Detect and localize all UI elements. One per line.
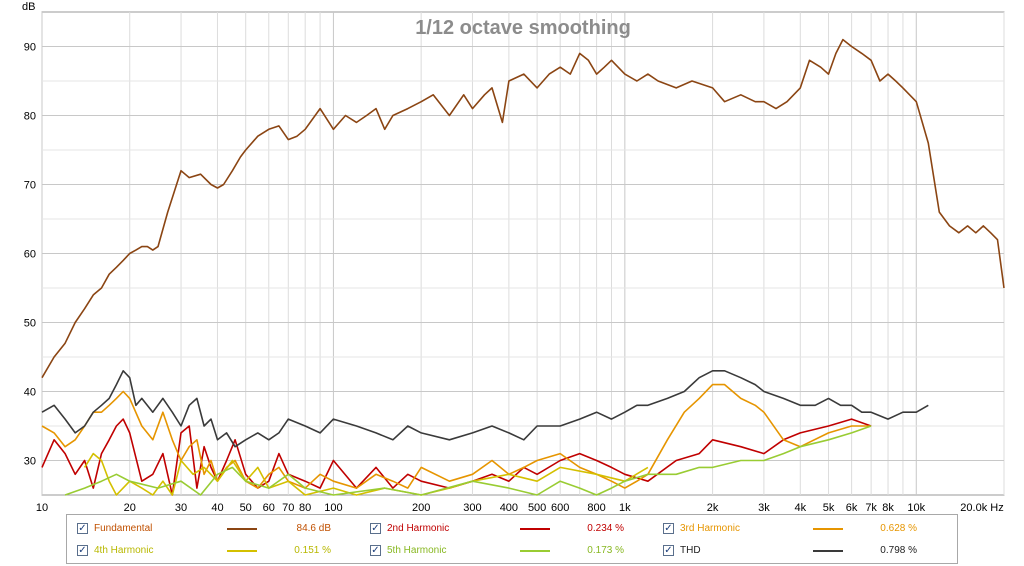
legend-value: 0.628 % xyxy=(880,523,917,534)
x-tick-label: 600 xyxy=(551,502,569,514)
legend-item-3rd-harmonic[interactable]: ✓ 3rd Harmonic 0.628 % xyxy=(663,520,933,538)
checkbox-2nd-harmonic[interactable]: ✓ xyxy=(370,523,381,534)
x-tick-label: 80 xyxy=(299,502,311,514)
checkbox-4th-harmonic[interactable]: ✓ xyxy=(77,545,88,556)
legend-label: THD xyxy=(680,545,701,556)
x-tick-label: 1k xyxy=(619,502,631,514)
chart: 30 40 50 60 70 80 90 10 20 30 40 50 60 70 80 100 200 300 4… xyxy=(22,1,1005,514)
series-line-2nd-harmonic xyxy=(41,418,872,496)
y-tick-label: 70 xyxy=(24,180,36,192)
series-line-5th-harmonic xyxy=(64,425,872,496)
x-tick-label: 3k xyxy=(758,502,770,514)
y-tick-label: 80 xyxy=(24,111,36,123)
x-tick-label: 2k xyxy=(707,502,719,514)
x-tick-label: 20.0k Hz xyxy=(960,502,1003,514)
x-tick-label: 20 xyxy=(124,502,136,514)
x-tick-label: 10 xyxy=(36,502,48,514)
x-tick-label: 400 xyxy=(500,502,518,514)
checkbox-5th-harmonic[interactable]: ✓ xyxy=(370,545,381,556)
checkbox-3rd-harmonic[interactable]: ✓ xyxy=(663,523,674,534)
x-tick-label: 30 xyxy=(175,502,187,514)
series-line-3rd-harmonic xyxy=(41,383,872,489)
chart-title: 1/12 octave smoothing xyxy=(415,17,631,39)
x-tick-label: 40 xyxy=(211,502,223,514)
series-line-thd xyxy=(41,369,929,448)
legend-line-thd xyxy=(813,550,843,552)
x-tick-label: 10k xyxy=(907,502,925,514)
legend-line-5th-harmonic xyxy=(520,550,550,552)
legend-label: 2nd Harmonic xyxy=(387,523,450,534)
legend-value: 84.6 dB xyxy=(296,523,331,534)
series-line-fundamental xyxy=(41,38,1005,379)
legend-line-2nd-harmonic xyxy=(520,528,550,530)
y-axis-label: dB xyxy=(22,1,35,13)
legend-value: 0.234 % xyxy=(587,523,624,534)
checkbox-thd[interactable]: ✓ xyxy=(663,545,674,556)
legend-label: 3rd Harmonic xyxy=(680,523,741,534)
legend-line-fundamental xyxy=(227,528,257,530)
x-tick-label: 7k xyxy=(865,502,877,514)
legend-item-4th-harmonic[interactable]: ✓ 4th Harmonic 0.151 % xyxy=(77,542,347,560)
y-tick-label: 50 xyxy=(24,318,36,330)
x-tick-label: 6k xyxy=(846,502,858,514)
x-tick-label: 5k xyxy=(823,502,835,514)
legend-item-fundamental[interactable]: ✓ Fundamental 84.6 dB xyxy=(77,520,347,538)
legend-label: 5th Harmonic xyxy=(387,545,447,556)
legend-item-5th-harmonic[interactable]: ✓ 5th Harmonic 0.173 % xyxy=(370,542,640,560)
legend-label: 4th Harmonic xyxy=(94,545,154,556)
y-tick-label: 60 xyxy=(24,249,36,261)
legend-item-2nd-harmonic[interactable]: ✓ 2nd Harmonic 0.234 % xyxy=(370,520,640,538)
legend-value: 0.151 % xyxy=(294,545,331,556)
x-tick-label: 800 xyxy=(587,502,605,514)
x-tick-label: 500 xyxy=(528,502,546,514)
x-tick-label: 4k xyxy=(794,502,806,514)
y-tick-label: 30 xyxy=(24,456,36,468)
x-tick-label: 300 xyxy=(463,502,481,514)
x-tick-label: 200 xyxy=(412,502,430,514)
legend-value: 0.173 % xyxy=(587,545,624,556)
x-tick-label: 8k xyxy=(882,502,894,514)
legend-item-thd[interactable]: ✓ THD 0.798 % xyxy=(663,542,933,560)
legend: ✓ Fundamental 84.6 dB ✓ 2nd Harmonic 0.2… xyxy=(66,514,958,564)
legend-label: Fundamental xyxy=(94,523,153,534)
legend-line-3rd-harmonic xyxy=(813,528,843,530)
x-tick-label: 100 xyxy=(324,502,342,514)
x-tick-label: 60 xyxy=(263,502,275,514)
x-tick-label: 50 xyxy=(240,502,252,514)
x-tick-label: 70 xyxy=(282,502,294,514)
checkbox-fundamental[interactable]: ✓ xyxy=(77,523,88,534)
legend-value: 0.798 % xyxy=(880,545,917,556)
legend-line-4th-harmonic xyxy=(227,550,257,552)
y-tick-label: 40 xyxy=(24,387,36,399)
y-tick-label: 90 xyxy=(24,42,36,54)
